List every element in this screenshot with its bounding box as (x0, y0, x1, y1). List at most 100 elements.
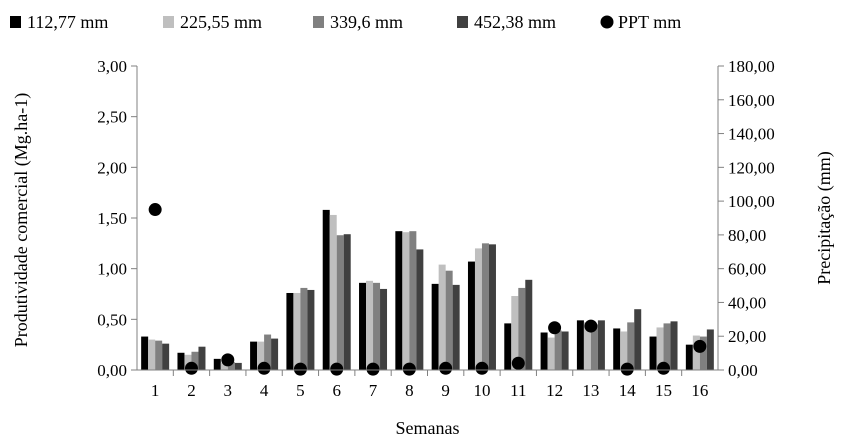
bar-series-1 (540, 332, 548, 370)
bar-series-4 (234, 362, 242, 370)
bar-series-3 (627, 322, 635, 370)
x-tick-label: 14 (619, 381, 637, 400)
bar-series-1 (431, 283, 439, 370)
precipitation-point (657, 361, 671, 375)
bar-series-4 (634, 309, 642, 370)
bar-series-2 (402, 232, 410, 370)
primary-y-ticks: 0,00 0,50 1,00 1,50 2,00 2,50 3,00 (97, 57, 137, 380)
bar-series-1 (213, 358, 221, 370)
x-axis-title: Semanas (396, 418, 460, 438)
secondary-y-tick-label: 180,00 (728, 57, 775, 76)
bar-series-1 (576, 320, 584, 370)
precipitation-point (693, 339, 707, 353)
bar-series-1 (649, 336, 657, 370)
bars-group (141, 209, 714, 370)
legend: 112,77 mm 225,55 mm 339,6 mm 452,38 mm PPT m… (10, 12, 681, 32)
bar-series-3 (336, 235, 344, 370)
bar-series-3 (191, 351, 199, 370)
x-tick-label: 2 (187, 381, 196, 400)
bar-series-1 (322, 209, 330, 370)
x-tick-label: 8 (405, 381, 414, 400)
x-tick-label: 10 (473, 381, 490, 400)
precipitation-point (257, 361, 271, 375)
x-tick-label: 12 (546, 381, 563, 400)
bar-series-4 (271, 338, 279, 370)
bar-series-3 (663, 323, 671, 370)
bar-series-4 (525, 279, 533, 370)
bar-series-3 (264, 334, 272, 370)
secondary-y-tick-label: 20,00 (728, 327, 766, 346)
x-tick-label: 5 (296, 381, 305, 400)
bar-series-3 (554, 330, 562, 370)
bar-series-2 (692, 335, 700, 370)
precipitation-point (620, 362, 634, 376)
bar-series-2 (293, 292, 301, 370)
bar-series-2 (547, 337, 555, 370)
legend-marker (600, 15, 614, 29)
primary-y-tick-label: 0,50 (97, 310, 127, 329)
legend-swatch (313, 16, 324, 28)
bar-series-4 (597, 320, 605, 370)
bar-series-1 (359, 282, 367, 370)
x-tick-label: 15 (655, 381, 672, 400)
legend-swatch (163, 16, 174, 28)
bar-series-2 (474, 248, 482, 370)
bar-series-1 (141, 336, 149, 370)
bar-series-1 (467, 261, 475, 370)
secondary-y-tick-label: 100,00 (728, 192, 775, 211)
precipitation-point (402, 362, 416, 376)
bar-series-3 (445, 270, 453, 370)
secondary-y-tick-label: 40,00 (728, 293, 766, 312)
bar-series-1 (395, 231, 403, 370)
precipitation-point (439, 361, 453, 375)
bar-series-2 (184, 354, 192, 370)
bar-series-4 (561, 331, 569, 370)
bar-series-2 (148, 339, 156, 370)
bar-series-2 (620, 331, 628, 370)
precipitation-point (293, 362, 307, 376)
primary-y-tick-label: 3,00 (97, 57, 127, 76)
x-tick-label: 13 (582, 381, 599, 400)
bar-series-4 (452, 284, 460, 370)
legend-label: PPT mm (618, 12, 681, 32)
primary-y-axis-title: Produtividade comercial (Mg.ha-1) (11, 93, 32, 347)
legend-label: 452,38 mm (474, 12, 556, 32)
bar-series-3 (300, 287, 308, 370)
bar-series-2 (257, 341, 265, 370)
x-tick-label: 6 (332, 381, 341, 400)
primary-y-tick-label: 1,50 (97, 209, 127, 228)
bar-series-4 (162, 343, 170, 370)
secondary-y-ticks: 0,00 20,00 40,00 60,00 80,00 100,00 120,00 140,… (718, 57, 775, 380)
x-tick-label: 7 (369, 381, 378, 400)
bar-series-1 (685, 344, 693, 370)
secondary-y-tick-label: 160,00 (728, 91, 775, 110)
precipitation-point (366, 362, 380, 376)
x-tick-label: 1 (151, 381, 160, 400)
x-tick-label: 9 (441, 381, 450, 400)
precipitation-point (330, 362, 344, 376)
bar-series-3 (699, 336, 707, 370)
bar-series-3 (409, 231, 417, 370)
bar-series-3 (227, 361, 235, 370)
bar-series-2 (656, 327, 664, 370)
bar-series-1 (177, 352, 185, 370)
bar-series-4 (670, 321, 678, 370)
bar-series-4 (488, 244, 496, 370)
primary-y-tick-label: 0,00 (97, 361, 127, 380)
secondary-y-tick-label: 120,00 (728, 158, 775, 177)
primary-y-tick-label: 2,00 (97, 158, 127, 177)
bar-series-3 (373, 282, 381, 370)
bar-series-2 (366, 280, 374, 370)
secondary-y-tick-label: 60,00 (728, 260, 766, 279)
bar-series-4 (416, 249, 424, 370)
secondary-y-tick-label: 0,00 (728, 361, 758, 380)
legend-label: 225,55 mm (180, 12, 262, 32)
precipitation-point (221, 353, 235, 367)
bar-series-4 (380, 288, 388, 370)
precipitation-point (584, 319, 598, 333)
bar-series-1 (286, 292, 294, 370)
precipitation-points-group (148, 203, 707, 376)
bar-series-2 (583, 322, 591, 370)
legend-label: 112,77 mm (27, 12, 108, 32)
